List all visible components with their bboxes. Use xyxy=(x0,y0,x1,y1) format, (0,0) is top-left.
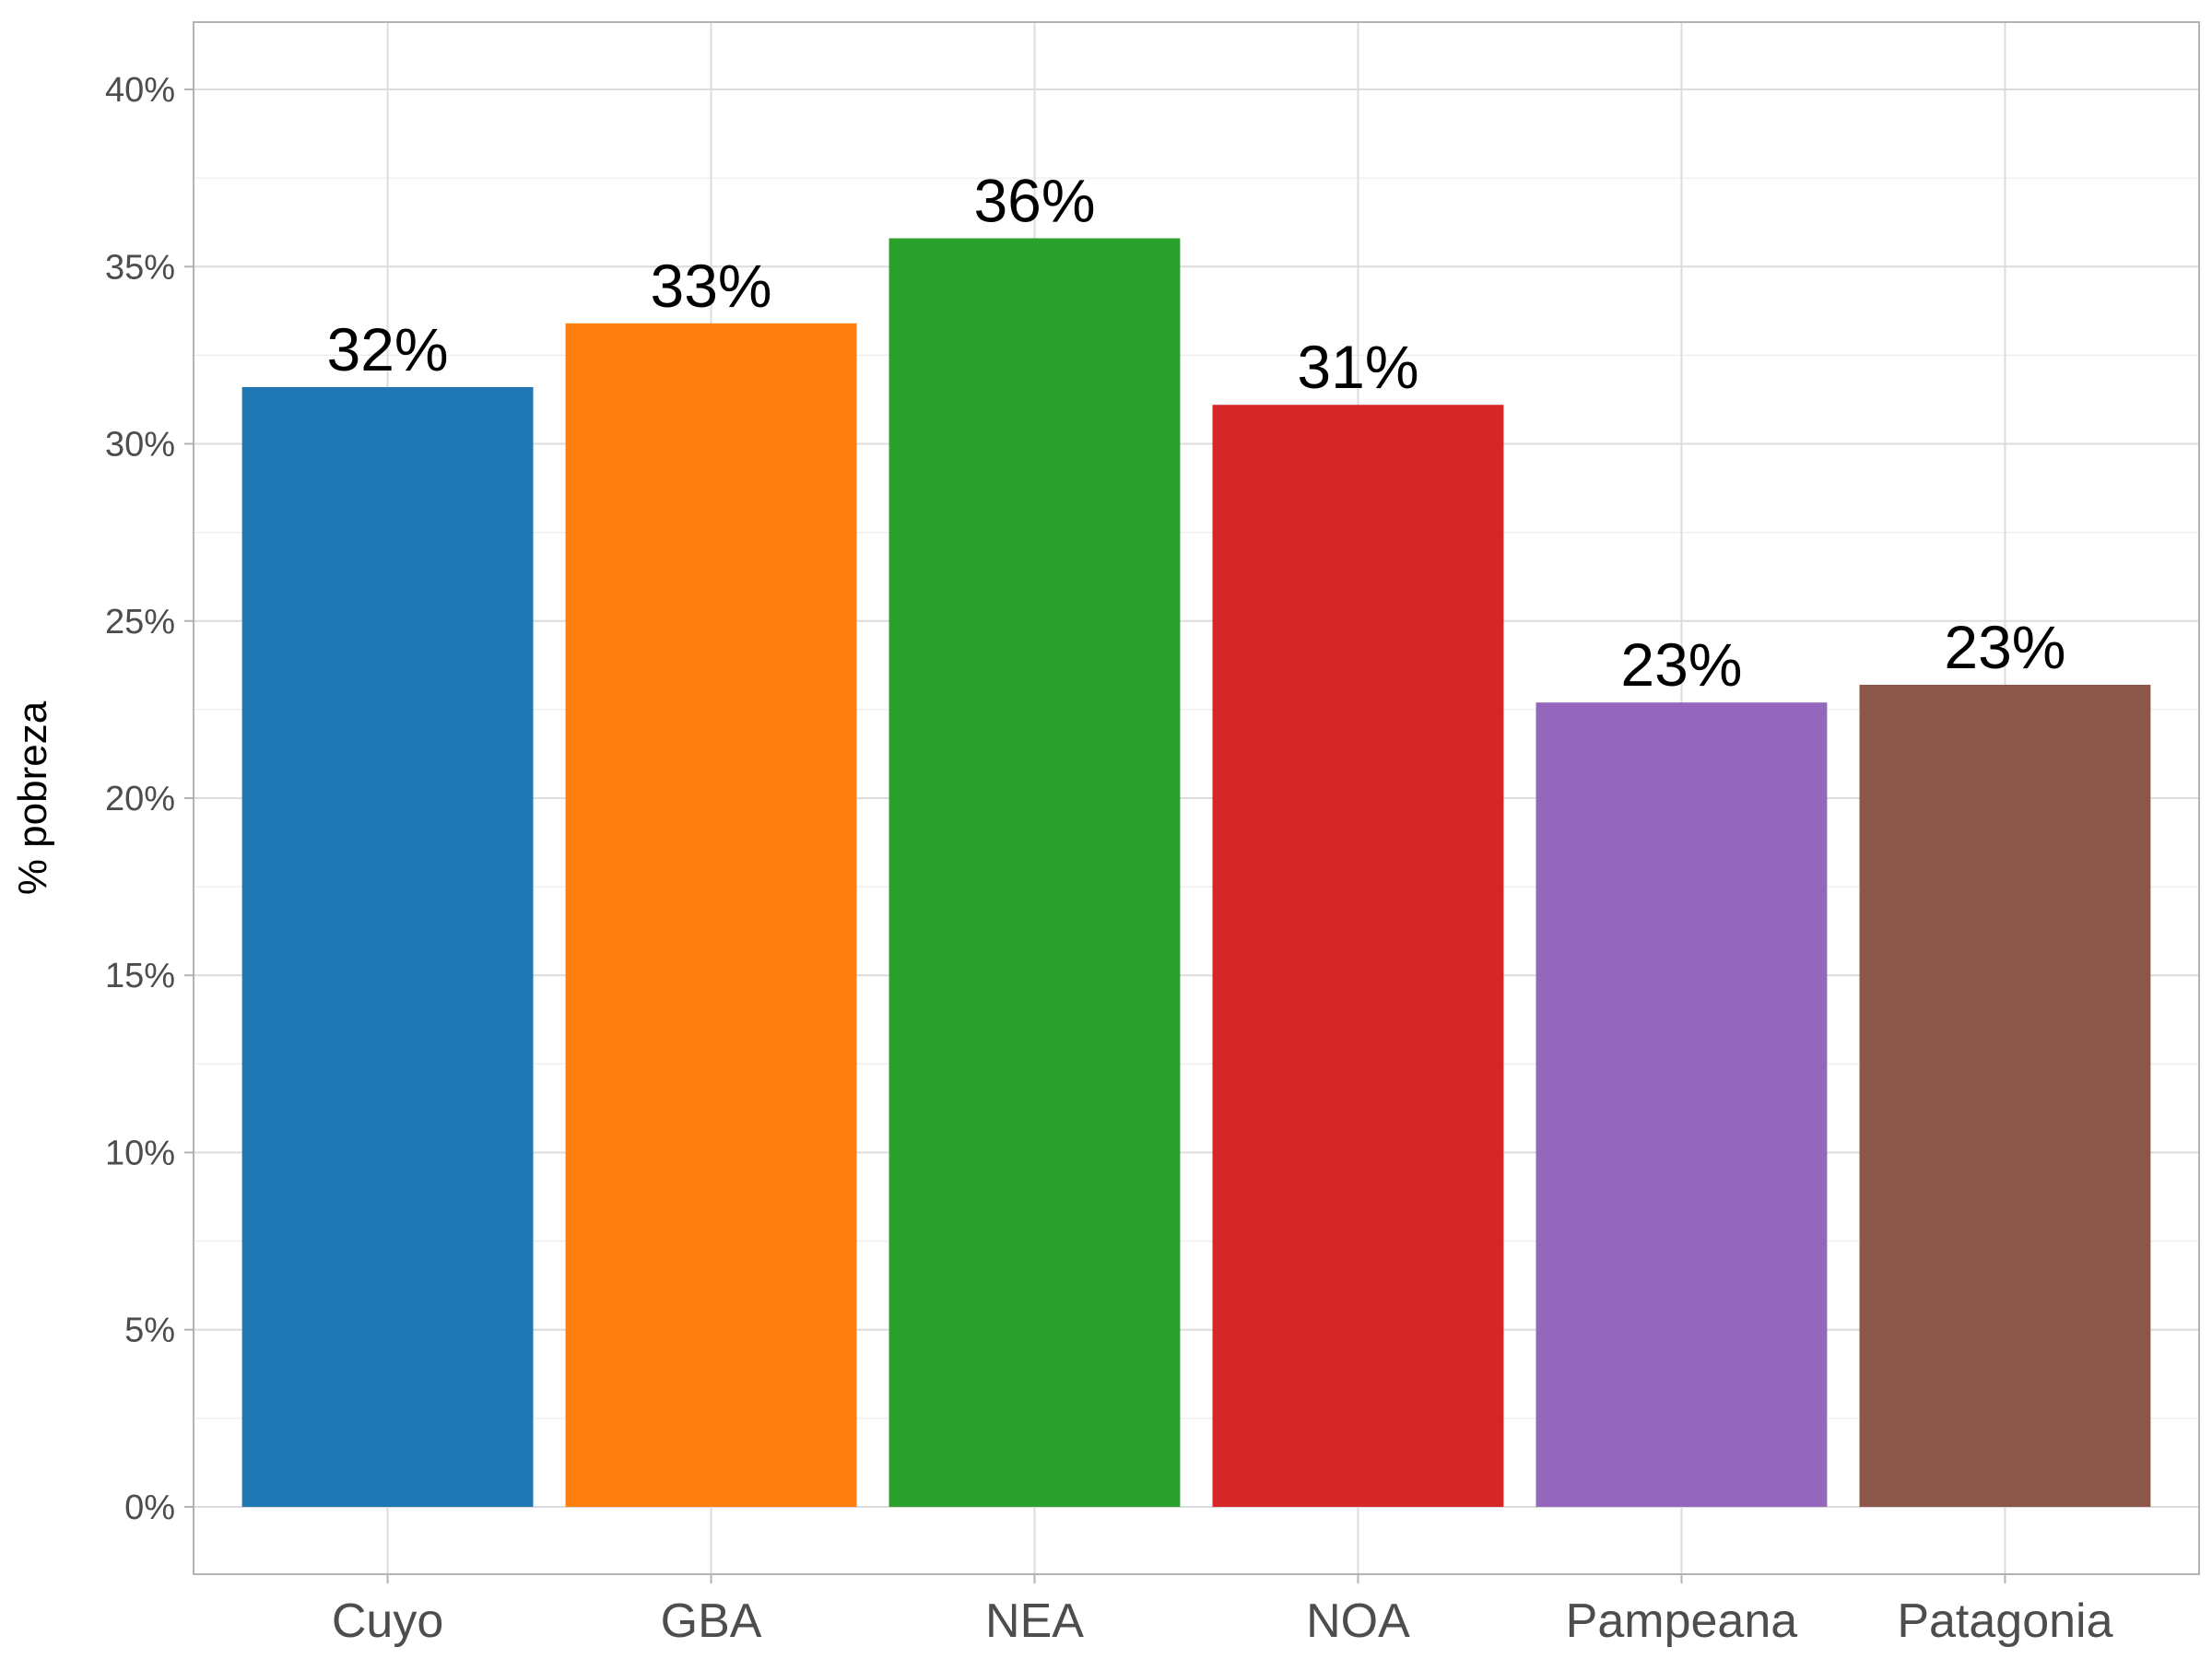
y-tick-label: 40% xyxy=(105,71,175,110)
y-axis-title: % pobreza xyxy=(10,700,55,895)
y-tick-label: 35% xyxy=(105,248,175,287)
bar-noa xyxy=(1212,405,1504,1507)
bar-value-label: 36% xyxy=(973,167,1095,235)
y-tick-label: 0% xyxy=(124,1488,175,1527)
bar-value-label: 32% xyxy=(327,315,449,383)
y-axis: 0% 5% 10% 15% 20% 25% 30% 35% 40% xyxy=(105,71,194,1527)
y-tick-label: 20% xyxy=(105,780,175,818)
bar-nea xyxy=(888,238,1181,1507)
x-tick-label: NEA xyxy=(985,1594,1084,1648)
y-tick-label: 5% xyxy=(124,1312,175,1350)
bar-value-label: 31% xyxy=(1297,333,1418,401)
bar-cuyo xyxy=(241,387,534,1507)
x-tick-label: Pampeana xyxy=(1566,1594,1798,1648)
bar-value-label: 23% xyxy=(1944,613,2065,681)
bar-value-label: 33% xyxy=(650,252,771,320)
x-tick-label: NOA xyxy=(1306,1594,1410,1648)
x-tick-label: Patagonia xyxy=(1897,1594,2112,1648)
y-tick-label: 15% xyxy=(105,957,175,995)
bar-value-labels: 32% 33% 36% 31% 23% 23% xyxy=(327,167,2066,700)
bars xyxy=(241,238,2151,1507)
bar-gba xyxy=(565,323,857,1507)
bar-pampeana xyxy=(1535,702,1828,1507)
x-tick-label: Cuyo xyxy=(332,1594,443,1648)
x-axis: Cuyo GBA NEA NOA Pampeana Patagonia xyxy=(332,1574,2113,1648)
y-tick-label: 10% xyxy=(105,1134,175,1172)
x-tick-label: GBA xyxy=(661,1594,762,1648)
y-tick-label: 30% xyxy=(105,426,175,465)
y-tick-label: 25% xyxy=(105,603,175,641)
bar-patagonia xyxy=(1859,684,2151,1507)
bar-value-label: 23% xyxy=(1620,630,1742,699)
